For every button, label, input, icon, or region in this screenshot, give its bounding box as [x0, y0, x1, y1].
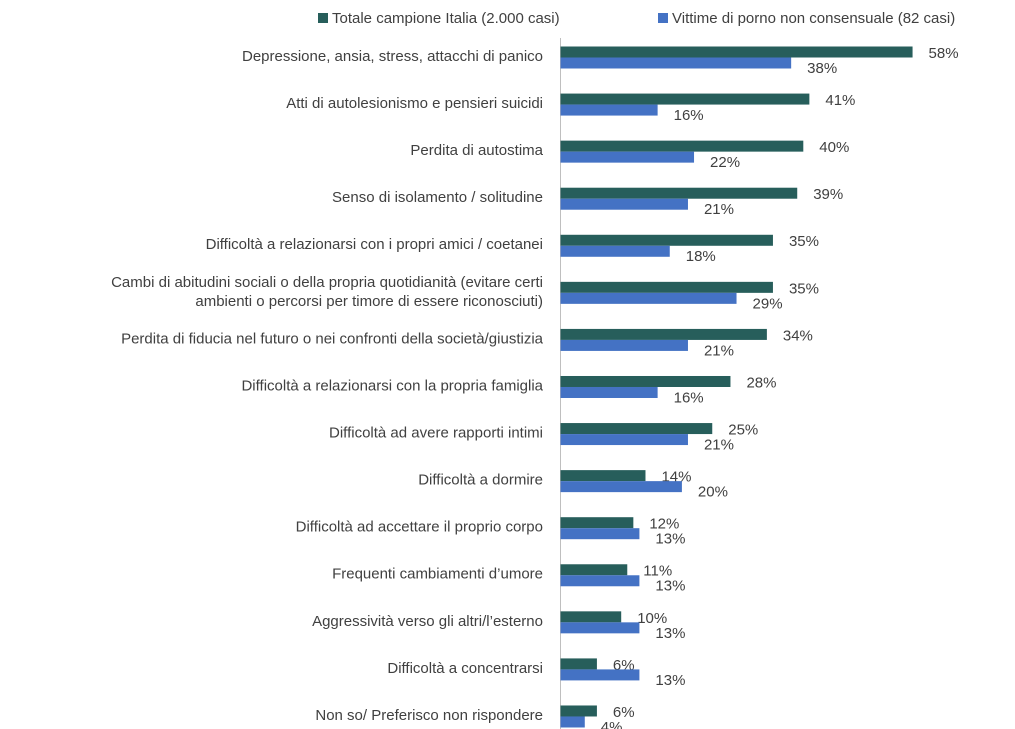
bar [560, 187, 798, 199]
value-label: 13% [655, 578, 685, 595]
category-label: Perdita di autostima [410, 142, 543, 159]
category-label: Difficoltà a dormire [418, 472, 543, 489]
bar [560, 57, 792, 69]
bar [560, 528, 640, 540]
category-label: Perdita di fiducia nel futuro o nei conf… [121, 330, 544, 347]
bar [560, 339, 688, 351]
category-label: Difficoltà a concentrarsi [387, 660, 543, 677]
category-label: Difficoltà a relazionarsi con la propria… [241, 377, 543, 394]
bar [560, 611, 622, 623]
bar [560, 140, 804, 152]
category-label: Aggressività verso gli altri/l’esterno [312, 613, 543, 630]
value-label: 29% [753, 295, 783, 312]
value-label: 21% [704, 201, 734, 218]
legend-label: Vittime di porno non consensuale (82 cas… [672, 10, 955, 27]
value-label: 21% [704, 437, 734, 454]
category-label: Cambi di abitudini sociali o della propr… [111, 274, 543, 310]
bar [560, 575, 640, 587]
bar [560, 234, 773, 246]
value-label: 12% [649, 516, 679, 533]
value-label: 16% [674, 107, 704, 124]
value-label: 16% [674, 389, 704, 406]
bar [560, 93, 810, 105]
value-label: 58% [929, 45, 959, 62]
value-label: 39% [813, 186, 843, 203]
value-label: 4% [601, 719, 623, 729]
value-label: 22% [710, 154, 740, 171]
bar [560, 434, 688, 446]
bar [560, 481, 682, 493]
bar [560, 245, 670, 257]
value-label: 11% [643, 563, 672, 580]
value-label: 6% [613, 704, 635, 721]
bar [560, 292, 737, 304]
bar [560, 151, 695, 163]
category-label: Frequenti cambiamenti d’umore [332, 566, 543, 583]
bar [560, 198, 688, 210]
category-label: Atti di autolesionismo e pensieri suicid… [286, 95, 543, 112]
bar [560, 517, 634, 529]
category-label: Difficoltà a relazionarsi con i propri a… [206, 236, 543, 253]
bar [560, 716, 585, 728]
bar [560, 104, 658, 116]
bar [560, 386, 658, 398]
category-label: Non so/ Preferisco non rispondere [315, 707, 543, 724]
value-label: 35% [789, 280, 819, 297]
value-label: 13% [655, 531, 685, 548]
value-label: 38% [807, 60, 837, 77]
bar [560, 705, 597, 717]
value-label: 34% [783, 327, 813, 344]
bar [560, 470, 646, 482]
value-label: 13% [655, 672, 685, 689]
legend-swatch [658, 13, 668, 23]
value-label: 20% [698, 484, 728, 501]
bar [560, 328, 767, 340]
value-label: 18% [686, 248, 716, 265]
value-label: 10% [637, 610, 667, 627]
value-label: 13% [655, 625, 685, 642]
bar [560, 564, 628, 576]
value-label: 35% [789, 233, 819, 250]
category-label: Difficoltà ad accettare il proprio corpo [296, 519, 543, 536]
bar [560, 423, 713, 435]
bar [560, 375, 731, 387]
category-label: Difficoltà ad avere rapporti intimi [329, 425, 543, 442]
bar [560, 669, 640, 681]
bar [560, 281, 773, 293]
bar [560, 658, 597, 670]
value-label: 25% [728, 422, 758, 439]
legend-swatch [318, 13, 328, 23]
bar [560, 622, 640, 634]
value-label: 28% [746, 374, 776, 391]
legend-label: Totale campione Italia (2.000 casi) [332, 10, 560, 27]
bar [560, 46, 913, 58]
value-label: 40% [819, 139, 849, 156]
value-label: 41% [825, 92, 855, 109]
value-label: 21% [704, 342, 734, 359]
category-label: Senso di isolamento / solitudine [332, 189, 543, 206]
category-label: Depressione, ansia, stress, attacchi di … [242, 48, 543, 65]
